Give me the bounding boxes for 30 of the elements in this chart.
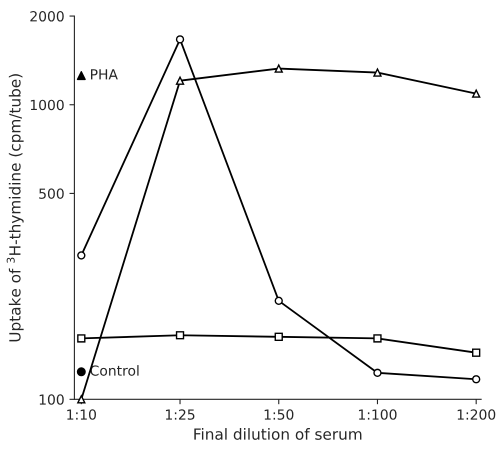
point xyxy=(77,395,86,404)
point xyxy=(472,89,480,98)
point xyxy=(373,368,382,378)
x-tick-label: 1:50 xyxy=(264,409,294,420)
point xyxy=(274,332,283,341)
point xyxy=(373,68,382,77)
x-tick-label: 1:10 xyxy=(67,409,96,420)
point xyxy=(176,76,184,85)
x-tick-label: 1:100 xyxy=(358,409,397,420)
y-tick-label: 500 xyxy=(39,188,64,199)
series-label: Control xyxy=(90,365,139,376)
series-label: PHA xyxy=(91,69,118,80)
y-axis-title: Uptake of $^{3}$H-thymidine (cpm/tube) xyxy=(6,74,24,342)
x-tick-label: 1:200 xyxy=(458,409,496,420)
point xyxy=(176,35,184,44)
y-tick-label: 100 xyxy=(40,394,64,405)
point xyxy=(472,375,480,384)
point xyxy=(274,64,283,73)
y-tick-label: 1000 xyxy=(30,100,64,110)
x-tick-label: 1:25 xyxy=(166,409,194,420)
point xyxy=(274,296,283,305)
point xyxy=(77,334,86,343)
x-axis-title: Final dilution of serum xyxy=(194,428,362,440)
point xyxy=(76,367,86,376)
point xyxy=(472,348,480,357)
y-tick-label: 2000 xyxy=(30,11,64,22)
point xyxy=(76,71,86,80)
point xyxy=(77,251,86,260)
point xyxy=(373,334,382,343)
point xyxy=(176,331,184,340)
